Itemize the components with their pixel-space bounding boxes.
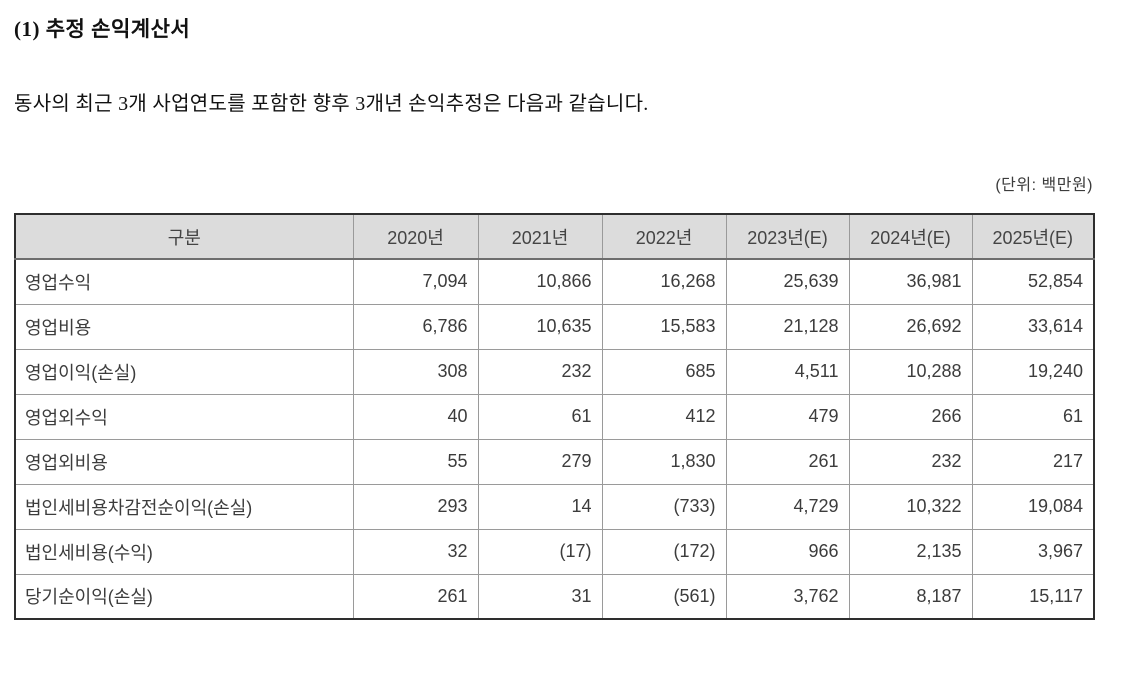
row-label: 영업외비용	[14, 438, 354, 485]
table-row: 법인세비용(수익) 32 (17) (172) 966 2,135 3,967	[14, 528, 1095, 575]
table-cell: 266	[848, 393, 973, 440]
table-cell: 19,240	[971, 348, 1095, 395]
table-row: 영업외비용 55 279 1,830 261 232 217	[14, 438, 1095, 485]
table-cell: (17)	[477, 528, 603, 575]
table-cell: 1,830	[601, 438, 727, 485]
table-cell: (733)	[601, 483, 727, 530]
column-header-2021: 2021년	[477, 213, 603, 260]
table-cell: 10,866	[477, 258, 603, 305]
table-cell: 15,583	[601, 303, 727, 350]
column-header-2022: 2022년	[601, 213, 727, 260]
column-header-2025e: 2025년(E)	[971, 213, 1095, 260]
table-cell: 10,288	[848, 348, 973, 395]
table-row: 당기순이익(손실) 261 31 (561) 3,762 8,187 15,11…	[14, 573, 1095, 620]
table-cell: 10,322	[848, 483, 973, 530]
table-row: 영업외수익 40 61 412 479 266 61	[14, 393, 1095, 440]
row-label: 영업외수익	[14, 393, 354, 440]
table-cell: (561)	[601, 573, 727, 620]
row-label: 영업비용	[14, 303, 354, 350]
table-cell: 61	[477, 393, 603, 440]
row-label: 영업이익(손실)	[14, 348, 354, 395]
table-cell: 4,511	[725, 348, 850, 395]
table-cell: 40	[352, 393, 479, 440]
table-cell: 8,187	[848, 573, 973, 620]
table-cell: 6,786	[352, 303, 479, 350]
table-cell: 217	[971, 438, 1095, 485]
document-page: (1) 추정 손익계산서 동사의 최근 3개 사업연도를 포함한 향후 3개년 …	[0, 16, 1135, 677]
table-cell: 279	[477, 438, 603, 485]
table-cell: 10,635	[477, 303, 603, 350]
table-cell: 2,135	[848, 528, 973, 575]
table-cell: 36,981	[848, 258, 973, 305]
unit-note: (단위: 백만원)	[995, 177, 1093, 194]
column-header-gubun: 구분	[14, 213, 354, 260]
income-statement-table: 구분 2020년 2021년 2022년 2023년(E) 2024년(E) 2…	[14, 213, 1095, 620]
table-cell: 479	[725, 393, 850, 440]
row-label: 영업수익	[14, 258, 354, 305]
column-header-2023e: 2023년(E)	[725, 213, 850, 260]
table-cell: 3,967	[971, 528, 1095, 575]
table-cell: 232	[477, 348, 603, 395]
table-cell: 32	[352, 528, 479, 575]
table-row: 법인세비용차감전순이익(손실) 293 14 (733) 4,729 10,32…	[14, 483, 1095, 530]
table-cell: 19,084	[971, 483, 1095, 530]
table-cell: 966	[725, 528, 850, 575]
table-cell: 308	[352, 348, 479, 395]
table-cell: 261	[725, 438, 850, 485]
table-cell: 14	[477, 483, 603, 530]
table-cell: 52,854	[971, 258, 1095, 305]
table-cell: 232	[848, 438, 973, 485]
table-header-row: 구분 2020년 2021년 2022년 2023년(E) 2024년(E) 2…	[14, 213, 1095, 260]
intro-text: 동사의 최근 3개 사업연도를 포함한 향후 3개년 손익추정은 다음과 같습니…	[14, 93, 649, 115]
table-cell: 25,639	[725, 258, 850, 305]
table-cell: 685	[601, 348, 727, 395]
table-cell: (172)	[601, 528, 727, 575]
table-cell: 21,128	[725, 303, 850, 350]
row-label: 법인세비용차감전순이익(손실)	[14, 483, 354, 530]
table-cell: 33,614	[971, 303, 1095, 350]
column-header-2020: 2020년	[352, 213, 479, 260]
table-cell: 3,762	[725, 573, 850, 620]
table-cell: 4,729	[725, 483, 850, 530]
table-row: 영업이익(손실) 308 232 685 4,511 10,288 19,240	[14, 348, 1095, 395]
table-cell: 412	[601, 393, 727, 440]
table-row: 영업비용 6,786 10,635 15,583 21,128 26,692 3…	[14, 303, 1095, 350]
table-cell: 31	[477, 573, 603, 620]
table-cell: 261	[352, 573, 479, 620]
column-header-2024e: 2024년(E)	[848, 213, 973, 260]
table-cell: 7,094	[352, 258, 479, 305]
row-label: 당기순이익(손실)	[14, 573, 354, 620]
table-row: 영업수익 7,094 10,866 16,268 25,639 36,981 5…	[14, 258, 1095, 305]
table-cell: 55	[352, 438, 479, 485]
row-label: 법인세비용(수익)	[14, 528, 354, 575]
table-cell: 26,692	[848, 303, 973, 350]
table-cell: 15,117	[971, 573, 1095, 620]
table-cell: 61	[971, 393, 1095, 440]
table-cell: 293	[352, 483, 479, 530]
table-cell: 16,268	[601, 258, 727, 305]
page-title: (1) 추정 손익계산서	[14, 17, 191, 41]
